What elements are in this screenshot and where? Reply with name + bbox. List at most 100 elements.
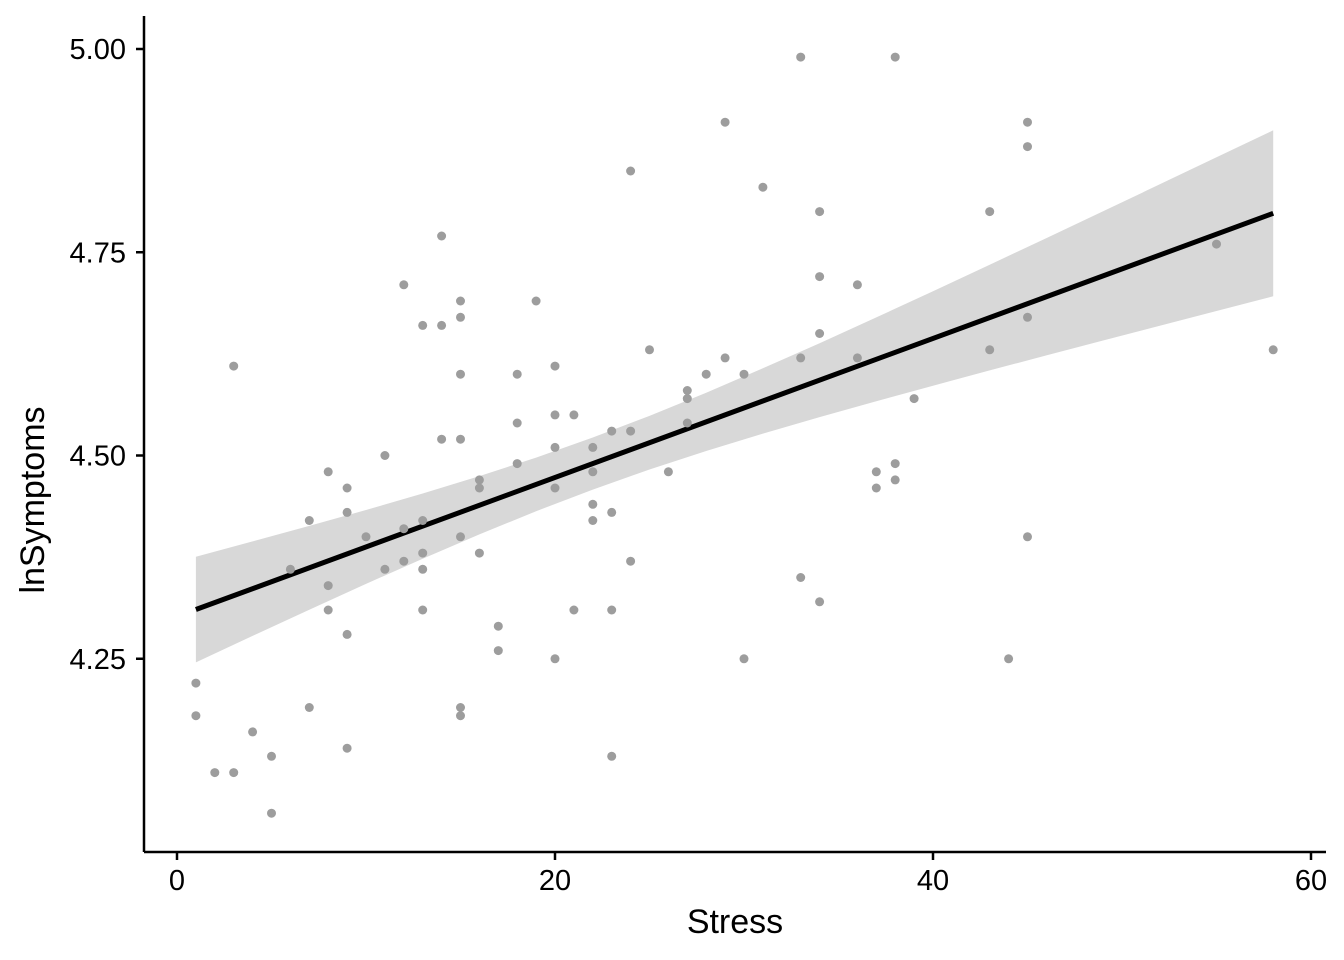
data-point <box>304 703 314 712</box>
data-point <box>550 654 560 664</box>
y-tick-label: 4.75 <box>70 237 126 269</box>
data-point <box>588 442 598 452</box>
data-point <box>380 564 390 574</box>
x-tick-label: 20 <box>539 865 571 897</box>
data-point <box>796 52 806 62</box>
data-point <box>815 329 825 338</box>
x-axis-title: Stress <box>687 903 783 941</box>
data-point <box>852 353 862 363</box>
data-point <box>1004 654 1014 664</box>
data-point <box>456 369 465 379</box>
data-point <box>550 361 560 371</box>
data-point <box>1023 117 1032 127</box>
x-tick-label: 60 <box>1295 865 1327 897</box>
data-point <box>588 516 598 525</box>
data-point <box>852 280 862 290</box>
data-point <box>1023 142 1032 152</box>
data-point <box>437 231 447 241</box>
data-point <box>191 678 201 688</box>
data-point <box>229 768 239 778</box>
data-point <box>1268 345 1278 355</box>
data-point <box>456 434 465 444</box>
data-point <box>682 418 692 428</box>
data-point <box>871 467 881 477</box>
data-point <box>456 711 465 721</box>
x-tick-label: 0 <box>169 865 185 897</box>
data-point <box>909 394 919 404</box>
data-point <box>493 646 503 656</box>
data-point <box>758 182 768 192</box>
data-point <box>210 768 220 778</box>
data-point <box>531 296 541 306</box>
data-point <box>890 459 900 469</box>
regression-line-layer <box>195 210 1275 612</box>
data-point <box>626 166 636 176</box>
data-point <box>304 516 314 525</box>
data-point <box>796 573 806 582</box>
y-tick-label: 5.00 <box>70 34 126 66</box>
data-point <box>493 621 503 631</box>
data-point <box>418 605 428 615</box>
data-point <box>985 345 995 355</box>
y-axis-title: lnSymptoms <box>14 406 52 593</box>
data-point <box>1023 532 1032 542</box>
data-point <box>380 451 390 460</box>
data-point <box>796 353 806 363</box>
data-point <box>815 597 825 607</box>
data-point <box>342 483 352 493</box>
data-point <box>550 410 560 420</box>
data-point <box>342 507 352 517</box>
data-point <box>248 727 258 737</box>
data-point <box>569 410 579 420</box>
y-tick-label: 4.25 <box>70 644 126 676</box>
data-point <box>626 426 636 436</box>
data-point <box>739 369 749 379</box>
data-point <box>456 532 465 542</box>
data-point <box>323 467 333 477</box>
axis-layer <box>136 16 1326 860</box>
data-point <box>720 117 730 127</box>
data-point <box>550 442 560 452</box>
data-point <box>512 418 522 428</box>
data-point <box>645 345 654 355</box>
data-point <box>474 475 484 485</box>
data-point <box>399 556 409 566</box>
data-point <box>437 320 447 330</box>
data-point <box>512 369 522 379</box>
data-point <box>588 467 598 477</box>
data-point <box>418 320 428 330</box>
data-point <box>456 296 465 306</box>
data-point <box>418 516 428 525</box>
data-point <box>682 394 692 404</box>
data-point <box>474 548 484 558</box>
data-point <box>285 564 295 574</box>
confidence-band-layer <box>195 130 1274 663</box>
data-point <box>607 507 617 517</box>
data-point <box>267 808 276 818</box>
data-point <box>626 556 636 566</box>
data-point <box>607 426 617 436</box>
data-point <box>342 629 352 639</box>
data-point <box>890 475 900 485</box>
data-point-layer <box>191 52 1278 818</box>
data-point <box>267 751 276 761</box>
data-point <box>474 483 484 493</box>
data-point <box>323 581 333 591</box>
data-point <box>399 280 409 290</box>
x-tick-label: 40 <box>917 865 949 897</box>
data-point <box>418 564 428 574</box>
data-point <box>739 654 749 664</box>
data-point <box>701 369 711 379</box>
data-point <box>815 207 825 217</box>
data-point <box>1023 312 1032 322</box>
data-point <box>588 499 598 509</box>
data-point <box>1212 239 1221 249</box>
data-point <box>342 743 352 753</box>
data-point <box>229 361 239 371</box>
data-point <box>569 605 579 615</box>
data-point <box>815 272 825 282</box>
data-point <box>550 483 560 493</box>
regression-line <box>195 210 1275 612</box>
